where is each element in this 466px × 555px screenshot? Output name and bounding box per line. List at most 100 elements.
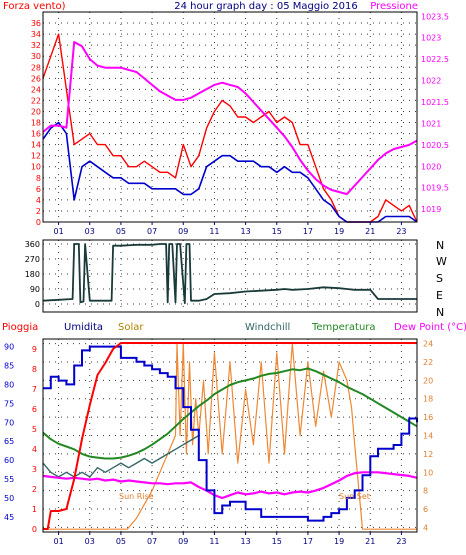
compass-labels: N W S E N bbox=[436, 239, 447, 319]
x-tick-label: 09 bbox=[178, 537, 188, 546]
x-tick-label: 11 bbox=[209, 537, 219, 546]
y2-tick-label: 1023 bbox=[421, 34, 441, 43]
y-tick-label: 12 bbox=[31, 152, 41, 161]
y-tick-label: 36 bbox=[31, 19, 41, 28]
y2-tick-label: 1019 bbox=[421, 205, 441, 214]
y-tick-label: 90 bbox=[30, 285, 40, 294]
dewpoint-line bbox=[42, 471, 418, 500]
y-tick-label: 8 bbox=[36, 174, 41, 183]
temp-tick-label: 8 bbox=[423, 487, 428, 496]
rain-tick-label: 7 bbox=[32, 385, 37, 394]
x-tick-label: 07 bbox=[147, 537, 157, 546]
x-tick-label: 15 bbox=[272, 227, 282, 236]
rain-tick-label: 0 bbox=[32, 525, 37, 534]
temp-tick-label: 24 bbox=[423, 340, 433, 349]
x-tick-label: 21 bbox=[365, 537, 375, 546]
y-tick-label: 0 bbox=[35, 300, 40, 309]
humidity-tick-label: 60 bbox=[4, 456, 14, 465]
y-tick-label: 20 bbox=[31, 107, 41, 116]
y2-tick-label: 1020.5 bbox=[421, 141, 449, 150]
dewpoint-legend: Dew Point (°C) bbox=[394, 322, 466, 333]
y2-tick-label: 1022 bbox=[421, 77, 441, 86]
x-tick-label: 13 bbox=[240, 227, 250, 236]
humidity-line bbox=[43, 345, 418, 522]
humidity-tick-label: 55 bbox=[4, 475, 14, 484]
y-tick-label: 30 bbox=[31, 52, 41, 61]
y2-tick-label: 1021.5 bbox=[421, 98, 449, 107]
sunrise-label: Sun Rise bbox=[119, 492, 154, 501]
y-tick-label: 270 bbox=[25, 255, 40, 264]
wind-direction-line bbox=[42, 243, 417, 305]
windchill-line bbox=[42, 434, 200, 478]
y-tick-label: 10 bbox=[31, 163, 41, 172]
temp-tick-label: 12 bbox=[423, 450, 433, 459]
y2-tick-label: 1019.5 bbox=[421, 184, 449, 193]
y2-tick-label: 1022.5 bbox=[421, 55, 449, 64]
rain-tick-label: 3 bbox=[32, 465, 37, 474]
humidity-tick-label: 65 bbox=[4, 437, 14, 446]
x-tick-label: 23 bbox=[396, 227, 406, 236]
y-tick-label: 180 bbox=[25, 270, 40, 279]
chart-title: 24 hour graph day : 05 Maggio 2016 bbox=[174, 1, 357, 12]
humidity-tick-label: 50 bbox=[4, 494, 14, 503]
compass-e: E bbox=[436, 289, 443, 302]
rain-tick-label: 5 bbox=[32, 425, 37, 434]
x-tick-label: 09 bbox=[178, 227, 188, 236]
temperature-line bbox=[42, 367, 418, 460]
y-tick-label: 24 bbox=[31, 85, 41, 94]
x-tick-label: 21 bbox=[365, 227, 375, 236]
y-tick-label: 32 bbox=[31, 41, 41, 50]
humidity-tick-label: 45 bbox=[4, 513, 14, 522]
weather-panel: 4681012141618202224012345678945505560657… bbox=[4, 338, 433, 546]
rain-tick-label: 8 bbox=[32, 365, 37, 374]
windchill-legend: Windchill bbox=[245, 322, 290, 333]
wind-pressure-panel: 0246810121416182022242628303234361019101… bbox=[31, 11, 449, 236]
y2-tick-label: 1023.5 bbox=[421, 12, 449, 21]
x-tick-label: 17 bbox=[303, 227, 313, 236]
humidity-tick-label: 70 bbox=[4, 418, 14, 427]
x-tick-label: 03 bbox=[85, 227, 95, 236]
y-tick-label: 18 bbox=[31, 119, 41, 128]
x-tick-label: 01 bbox=[53, 537, 63, 546]
plot-frame bbox=[42, 11, 418, 223]
temp-tick-label: 22 bbox=[423, 358, 433, 367]
rain-tick-label: 2 bbox=[32, 485, 37, 494]
humidity-tick-label: 85 bbox=[4, 361, 14, 370]
rain-tick-label: 9 bbox=[32, 345, 37, 354]
y-tick-label: 34 bbox=[31, 30, 41, 39]
rain-tick-label: 6 bbox=[32, 405, 37, 414]
x-tick-label: 05 bbox=[116, 537, 126, 546]
y-tick-label: 26 bbox=[31, 74, 41, 83]
y-tick-label: 22 bbox=[31, 96, 41, 105]
y-tick-label: 2 bbox=[36, 207, 41, 216]
compass-n-top: N bbox=[436, 239, 444, 252]
pressure-line bbox=[42, 41, 418, 196]
rain-tick-label: 4 bbox=[32, 445, 37, 454]
y-tick-label: 14 bbox=[31, 141, 41, 150]
y-tick-label: 6 bbox=[36, 185, 41, 194]
y-tick-label: 28 bbox=[31, 63, 41, 72]
compass-n-bottom: N bbox=[436, 306, 444, 319]
humidity-tick-label: 90 bbox=[4, 343, 14, 352]
y-tick-label: 4 bbox=[36, 196, 41, 205]
x-tick-label: 19 bbox=[334, 227, 344, 236]
x-tick-label: 15 bbox=[272, 537, 282, 546]
wind-direction-panel: 0 90 180 270 360 bbox=[25, 239, 418, 313]
solar-legend: Solar bbox=[118, 322, 144, 333]
plot-frame bbox=[42, 338, 418, 533]
x-tick-label: 19 bbox=[334, 537, 344, 546]
temp-tick-label: 20 bbox=[423, 376, 433, 385]
x-tick-label: 13 bbox=[240, 537, 250, 546]
x-tick-label: 07 bbox=[147, 227, 157, 236]
x-tick-label: 01 bbox=[53, 227, 63, 236]
x-tick-label: 23 bbox=[396, 537, 406, 546]
humidity-tick-label: 80 bbox=[4, 380, 14, 389]
humidity-legend: Umidita bbox=[64, 322, 103, 333]
rain-axis-title: Pioggia bbox=[2, 322, 38, 333]
humidity-tick-label: 75 bbox=[4, 399, 14, 408]
rain-line bbox=[43, 342, 417, 530]
compass-w: W bbox=[436, 255, 447, 268]
sunset-label: Sun Set bbox=[339, 492, 370, 501]
temperature-legend: Temperatura bbox=[311, 322, 376, 333]
